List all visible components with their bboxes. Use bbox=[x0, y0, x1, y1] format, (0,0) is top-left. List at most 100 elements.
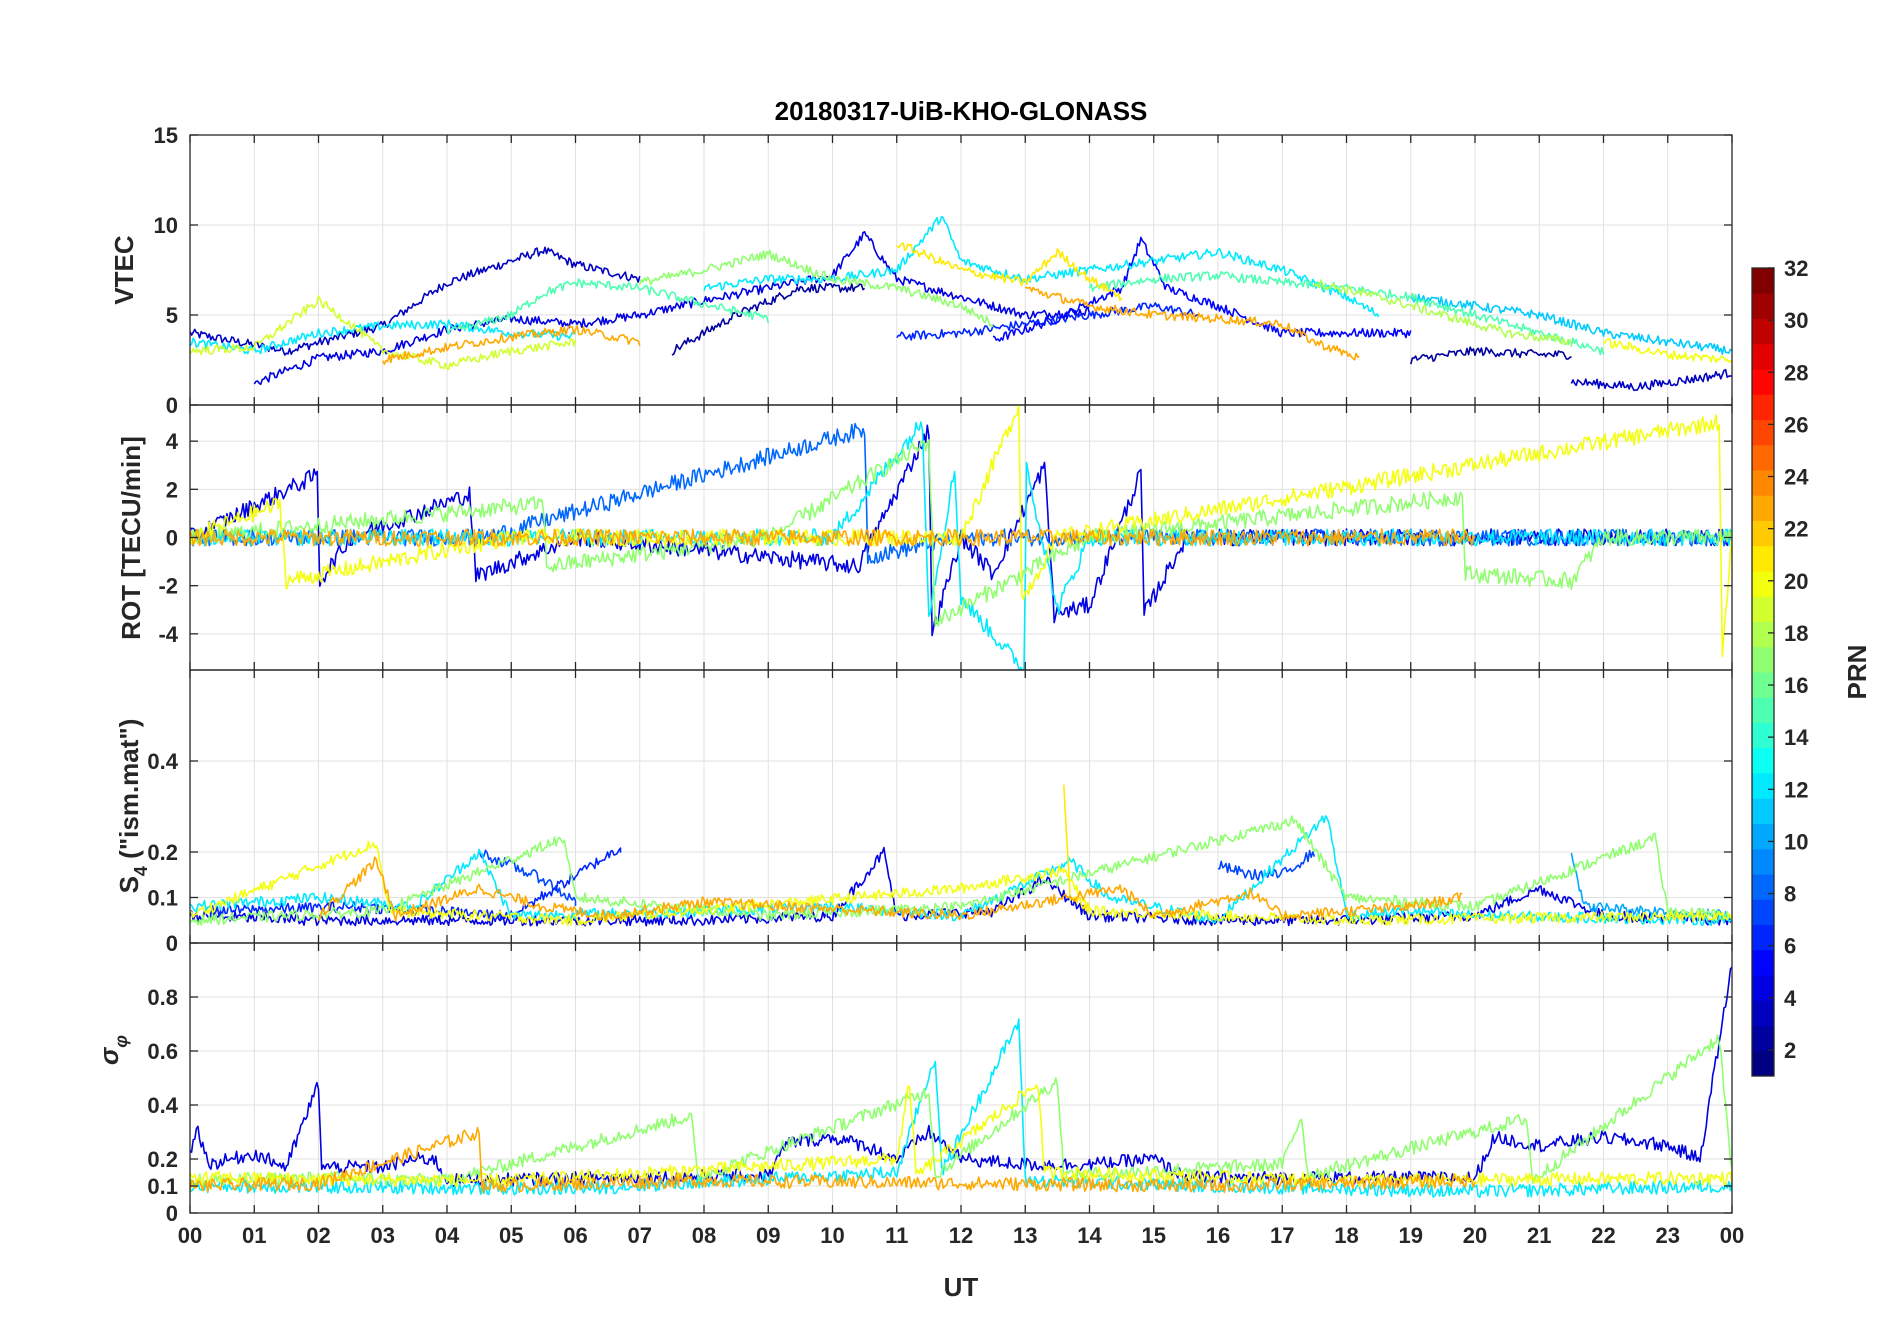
chart-title: 20180317-UiB-KHO-GLONASS bbox=[775, 96, 1148, 126]
s4-series-prn-21-8 bbox=[1063, 784, 1091, 912]
x-axis-label: UT bbox=[944, 1272, 979, 1302]
vtec-series-prn-18-13 bbox=[1313, 279, 1573, 347]
s4-ytick-label-3: 0.4 bbox=[147, 749, 178, 774]
sigma_phi-series-prn-23-4 bbox=[190, 1126, 1476, 1194]
x-tick-label-19: 19 bbox=[1399, 1223, 1423, 1248]
colorbar-band-15 bbox=[1752, 672, 1774, 698]
sigma_phi-ytick-label-4: 0.6 bbox=[147, 1039, 178, 1064]
sigma_phi-ytick-label-3: 0.4 bbox=[147, 1093, 178, 1118]
sigma_phi-ytick-label-2: 0.2 bbox=[147, 1147, 178, 1172]
sigma_phi-series-prn-12-1 bbox=[190, 1018, 1732, 1198]
x-tick-label-10: 10 bbox=[820, 1223, 844, 1248]
rot-ylabel: ROT [TECU/min] bbox=[116, 436, 146, 640]
vtec-series-prn-6-3 bbox=[896, 302, 1200, 341]
rot-ytick-label-4: 4 bbox=[166, 429, 179, 454]
vtec-series-prn-21-15 bbox=[896, 242, 1123, 301]
s4-y-ticks: 0 0.1 0.2 0.4 bbox=[147, 670, 1733, 956]
colorbar-band-7 bbox=[1752, 874, 1774, 900]
vtec-y-ticks: 0 5 10 15 bbox=[154, 123, 1733, 418]
vtec-series-prn-11-9 bbox=[1410, 293, 1732, 355]
colorbar-band-4 bbox=[1752, 949, 1774, 976]
rot-y-ticks: -4 -2 0 2 4 bbox=[158, 405, 1733, 670]
s4-ytick-label-2: 0.2 bbox=[147, 840, 178, 865]
s4-series-prn-17-6 bbox=[190, 815, 1732, 926]
x-tick-label-0: 00 bbox=[178, 1223, 202, 1248]
s4-ytick-label-0: 0 bbox=[166, 931, 178, 956]
vtec-series-prn-15-10 bbox=[446, 278, 770, 335]
rot-series-prn-23-5 bbox=[190, 528, 1476, 547]
x-tick-label-3: 03 bbox=[371, 1223, 395, 1248]
vtec-series-prn-23-17 bbox=[382, 325, 641, 365]
colorbar-band-18 bbox=[1752, 596, 1774, 622]
colorbar-band-27 bbox=[1752, 369, 1774, 395]
x-tick-label-18: 18 bbox=[1334, 1223, 1358, 1248]
colorbar-band-9 bbox=[1752, 823, 1774, 850]
colorbar-tick-label-1: 4 bbox=[1784, 986, 1797, 1011]
s4-ylabel-sub: 4 bbox=[131, 866, 151, 876]
colorbar-band-8 bbox=[1752, 848, 1774, 875]
x-tick-label-6: 06 bbox=[563, 1223, 587, 1248]
vtec-series-prn-5-4 bbox=[992, 236, 1412, 342]
colorbar-band-1 bbox=[1752, 1025, 1774, 1052]
colorbar-band-20 bbox=[1752, 545, 1774, 572]
colorbar-band-22 bbox=[1752, 495, 1774, 521]
vtec-series-prn-19-14 bbox=[190, 295, 577, 370]
rot-ytick-label-0: -4 bbox=[158, 622, 178, 647]
sigma_phi-series-prn-17-2 bbox=[190, 1034, 1732, 1188]
x-tick-label-24: 00 bbox=[1720, 1223, 1744, 1248]
x-tick-label-9: 09 bbox=[756, 1223, 780, 1248]
colorbar-tick-label-13: 28 bbox=[1784, 360, 1808, 385]
colorbar-tick-label-5: 12 bbox=[1784, 777, 1808, 802]
panel-rot: -4 -2 0 2 4 ROT [TECU/min] bbox=[116, 404, 1733, 671]
colorbar-band-3 bbox=[1752, 975, 1774, 1001]
x-tick-label-2: 02 bbox=[306, 1223, 330, 1248]
colorbar-band-24 bbox=[1752, 444, 1774, 471]
colorbar-tick-label-0: 2 bbox=[1784, 1038, 1796, 1063]
x-tick-label-21: 21 bbox=[1527, 1223, 1551, 1248]
x-tick-label-11: 11 bbox=[885, 1223, 908, 1248]
vtec-series-prn-2-2 bbox=[671, 282, 866, 356]
vtec-grid bbox=[189, 134, 1733, 406]
x-tick-label-20: 20 bbox=[1463, 1223, 1487, 1248]
rot-series-prn-12-2 bbox=[190, 421, 1732, 670]
colorbar-band-0 bbox=[1752, 1050, 1774, 1077]
colorbar-tick-label-12: 26 bbox=[1784, 412, 1808, 437]
s4-ytick-label-1: 0.1 bbox=[147, 886, 178, 911]
rot-ytick-label-2: 0 bbox=[166, 526, 178, 551]
vtec-series-group bbox=[190, 215, 1732, 392]
x-tick-label-13: 13 bbox=[1013, 1223, 1037, 1248]
rot-series-group bbox=[190, 405, 1732, 670]
s4-series-group bbox=[190, 784, 1732, 927]
vtec-ytick-label-2: 10 bbox=[154, 213, 178, 238]
rot-series-prn-17-3 bbox=[190, 439, 1732, 627]
rot-ytick-label-1: -2 bbox=[158, 574, 178, 599]
colorbar-band-14 bbox=[1752, 697, 1774, 723]
x-tick-label-22: 22 bbox=[1591, 1223, 1615, 1248]
colorbar-band-23 bbox=[1752, 470, 1774, 496]
x-tick-label-5: 05 bbox=[499, 1223, 523, 1248]
x-tick-label-14: 14 bbox=[1077, 1223, 1102, 1248]
colorbar-band-26 bbox=[1752, 394, 1774, 420]
vtec-series-prn-23-18 bbox=[1024, 285, 1360, 361]
panel-vtec: 0 5 10 15 VTEC bbox=[109, 123, 1733, 418]
colorbar-band-28 bbox=[1752, 343, 1774, 370]
x-tick-label-12: 12 bbox=[949, 1223, 973, 1248]
colorbar-band-17 bbox=[1752, 621, 1774, 648]
colorbar-tick-label-2: 6 bbox=[1784, 934, 1796, 959]
vtec-series-prn-17-12 bbox=[639, 249, 994, 328]
colorbar-band-5 bbox=[1752, 924, 1774, 951]
colorbar-tick-label-6: 14 bbox=[1784, 725, 1809, 750]
vtec-series-prn-20-16 bbox=[1603, 338, 1732, 364]
vtec-ytick-label-1: 5 bbox=[166, 303, 178, 328]
panel-sigma-phi: 00.10.2 0.4 0.6 0.8 σφ bbox=[94, 942, 1733, 1226]
colorbar-tick-label-3: 8 bbox=[1784, 882, 1796, 907]
sigma_phi-ytick-label-5: 0.8 bbox=[147, 985, 178, 1010]
s4-ylabel-rest: ("ism.mat") bbox=[114, 719, 144, 866]
colorbar-band-11 bbox=[1752, 773, 1774, 799]
colorbar-frame bbox=[1751, 267, 1775, 1077]
rot-ytick-label-3: 2 bbox=[166, 477, 178, 502]
colorbar-bands bbox=[1752, 268, 1774, 1077]
colorbar-band-16 bbox=[1752, 646, 1774, 673]
x-tick-label-1: 01 bbox=[242, 1223, 266, 1248]
